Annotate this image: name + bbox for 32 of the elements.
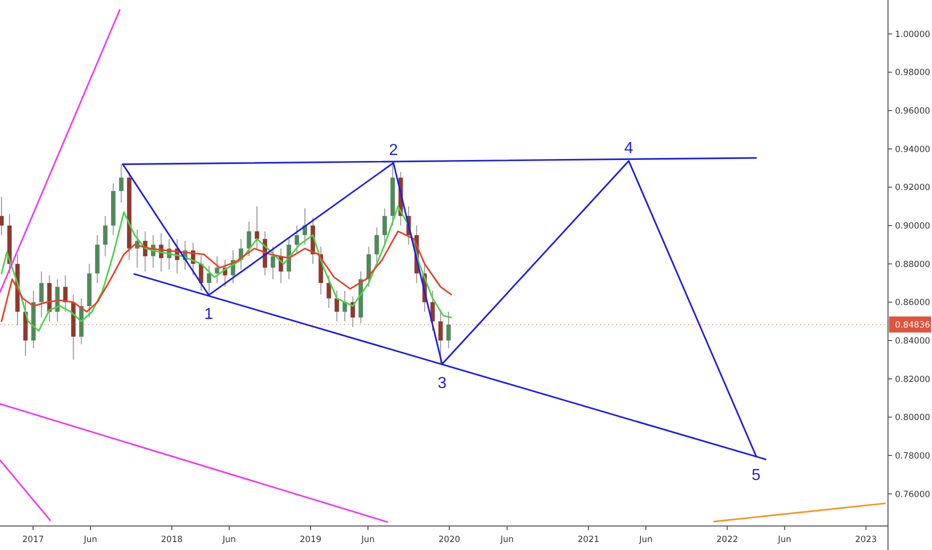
- x-tick-label: Jun: [222, 535, 236, 545]
- annotation: 1: [204, 306, 214, 324]
- x-tick-label: Jun: [82, 535, 98, 545]
- y-tick-label: 0.76000: [895, 490, 930, 500]
- x-tick-label: 2023: [855, 535, 877, 545]
- y-tick-label: 0.80000: [895, 413, 930, 424]
- x-tick-label: 2019: [300, 535, 322, 545]
- x-tick-label: Jun: [499, 535, 514, 545]
- x-tick-label: 2022: [716, 535, 738, 545]
- y-tick-label: 0.92000: [895, 183, 930, 194]
- y-tick-label: 1.00000: [895, 30, 930, 40]
- annotation: 5: [752, 467, 761, 484]
- ref-line-label: 0.84836: [895, 320, 930, 330]
- y-tick-label: 0.90000: [895, 222, 930, 232]
- y-tick-label: 0.98000: [895, 68, 930, 78]
- annotation: 4: [624, 140, 634, 157]
- x-tick-label: Jun: [360, 535, 375, 545]
- y-tick-label: 0.88000: [895, 260, 930, 270]
- y-tick-label: 0.86000: [895, 298, 930, 308]
- annotation: 3: [438, 375, 447, 392]
- x-tick-label: Jun: [776, 535, 792, 545]
- x-tick-label: 2020: [438, 535, 460, 545]
- x-tick-label: 2021: [578, 535, 600, 545]
- y-tick-label: 0.96000: [895, 106, 930, 117]
- x-tick-label: 2018: [161, 535, 183, 545]
- y-tick-label: 0.78000: [895, 451, 930, 462]
- annotation: 2: [388, 142, 398, 159]
- x-tick-label: Jun: [638, 535, 652, 545]
- y-tick-label: 0.82000: [895, 374, 930, 385]
- x-tick-label: 2017: [22, 535, 44, 545]
- y-tick-label: 0.84000: [895, 336, 930, 346]
- y-tick-label: 0.94000: [895, 144, 930, 155]
